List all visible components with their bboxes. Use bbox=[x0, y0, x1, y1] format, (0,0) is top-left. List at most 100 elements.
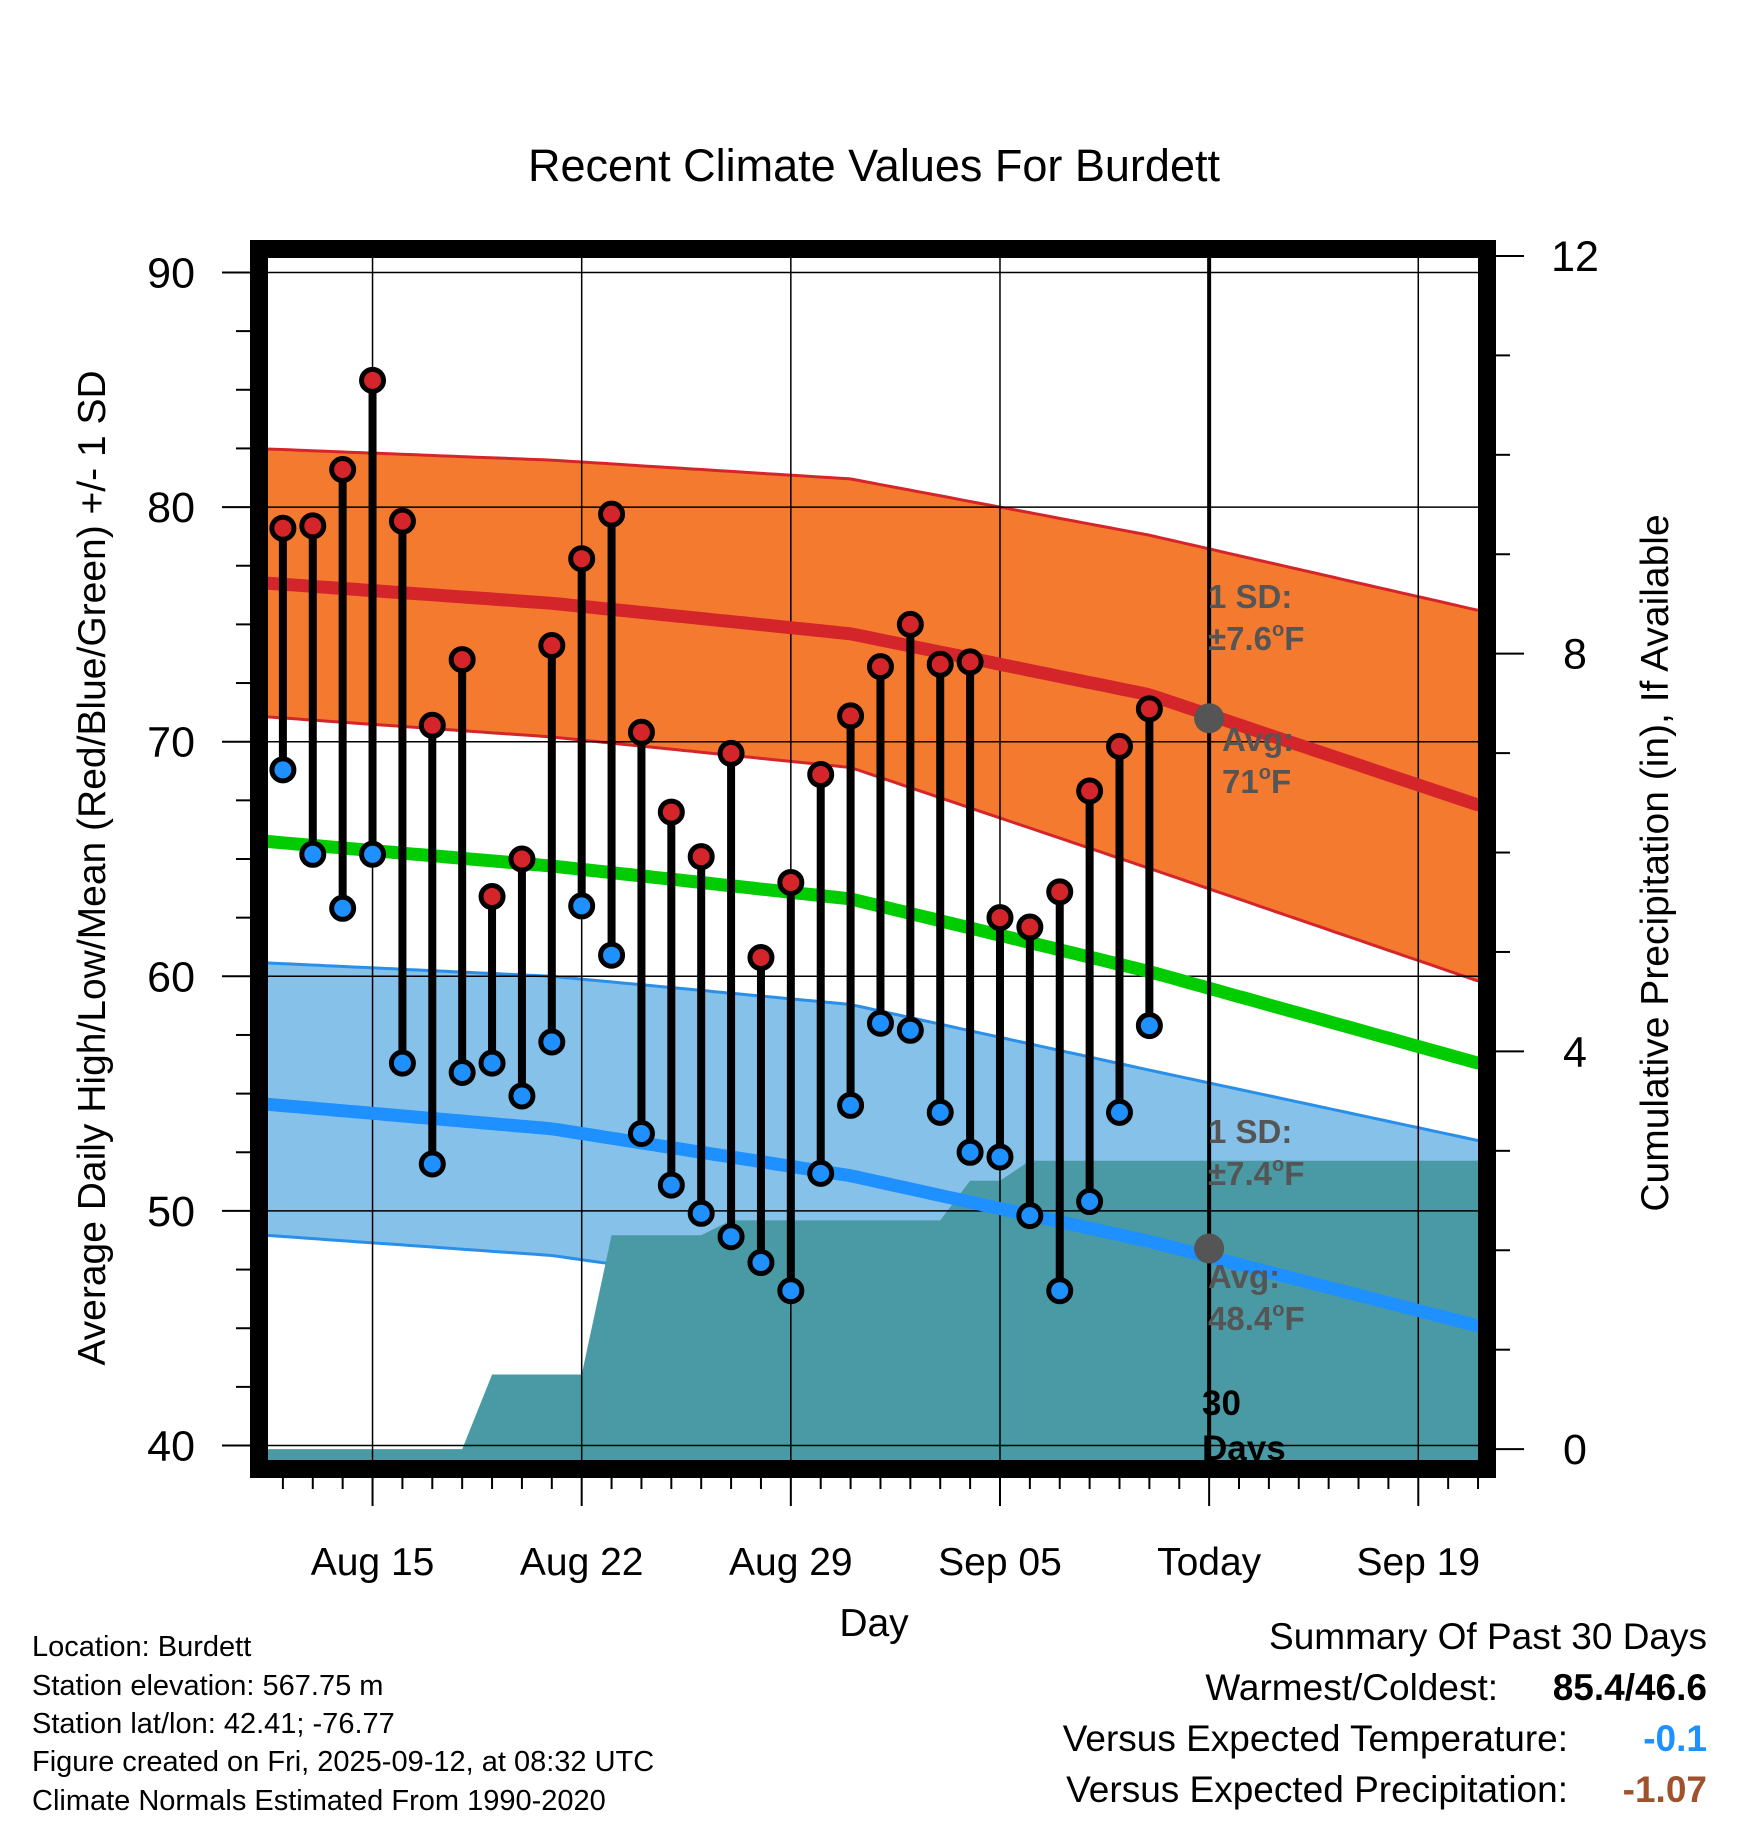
y-tick-label: 50 bbox=[147, 1188, 195, 1236]
meta-elevation: Station elevation: 567.75 m bbox=[32, 1670, 384, 1702]
daily-high-point bbox=[448, 646, 476, 674]
daily-low-point bbox=[896, 1016, 924, 1044]
daily-high-point bbox=[269, 514, 297, 542]
summary-temp-value: -0.1 bbox=[1643, 1718, 1707, 1759]
high-avg-annotation-value: 71oF bbox=[1222, 762, 1291, 800]
daily-high-point bbox=[896, 610, 924, 638]
daily-low-point bbox=[717, 1223, 745, 1251]
high-band-upper-edge bbox=[259, 447, 1485, 612]
daily-high-point bbox=[418, 711, 446, 739]
low-avg-annotation-label: Avg: bbox=[1208, 1258, 1280, 1295]
daily-high-point bbox=[299, 512, 327, 540]
y2-tick-label: 8 bbox=[1563, 631, 1587, 679]
daily-low-point bbox=[807, 1159, 835, 1187]
daily-low-point bbox=[418, 1150, 446, 1178]
daily-high-point bbox=[837, 702, 865, 730]
avg-low-line bbox=[259, 1097, 1485, 1333]
daily-low-point bbox=[359, 840, 387, 868]
low-avg-annotation-value: 48.4oF bbox=[1208, 1299, 1305, 1337]
daily-low-point bbox=[1046, 1277, 1074, 1305]
low-sd-annotation-label: 1 SD: bbox=[1208, 1113, 1292, 1150]
daily-high-point bbox=[687, 843, 715, 871]
daily-low-point bbox=[777, 1277, 805, 1305]
y-tick-label: 70 bbox=[147, 719, 195, 767]
summary-warmest-label: Warmest/Coldest: bbox=[1205, 1667, 1498, 1708]
y-tick-label: 90 bbox=[147, 249, 195, 297]
x-tick-label: Sep 05 bbox=[938, 1541, 1062, 1584]
daily-low-point bbox=[747, 1249, 775, 1277]
summary-precip-value: -1.07 bbox=[1622, 1769, 1707, 1810]
summary-temp-label: Versus Expected Temperature: bbox=[1062, 1718, 1568, 1759]
daily-high-point bbox=[657, 798, 685, 826]
daily-high-point bbox=[627, 718, 655, 746]
window-count-label: 30 bbox=[1202, 1384, 1241, 1423]
low-sd-annotation-degree: o bbox=[1272, 1154, 1284, 1176]
daily-high-point bbox=[717, 739, 745, 767]
meta-location: Location: Burdett bbox=[32, 1631, 252, 1663]
daily-low-point bbox=[448, 1059, 476, 1086]
x-axis-title: Day bbox=[839, 1602, 909, 1645]
daily-high-point bbox=[568, 545, 596, 573]
daily-low-point bbox=[329, 894, 357, 922]
daily-high-point bbox=[986, 904, 1014, 932]
daily-low-point bbox=[627, 1120, 655, 1147]
high-sd-annotation-label: 1 SD: bbox=[1208, 578, 1292, 615]
daily-low-point bbox=[986, 1143, 1014, 1171]
daily-high-point bbox=[1076, 777, 1104, 805]
today-avg-low-marker bbox=[1194, 1233, 1225, 1264]
daily-low-point bbox=[687, 1199, 715, 1227]
daily-high-point bbox=[1046, 878, 1074, 906]
daily-low-point bbox=[1135, 1012, 1163, 1040]
daily-low-point bbox=[657, 1171, 685, 1199]
x-tick-label: Today bbox=[1157, 1541, 1262, 1584]
y2-tick-label: 4 bbox=[1563, 1028, 1587, 1076]
daily-low-point bbox=[598, 941, 626, 969]
y2-tick-label: 0 bbox=[1563, 1426, 1587, 1474]
daily-high-point bbox=[747, 944, 775, 972]
axes: 40 50 60 70 80 90 0 4 8 12 Aug 15 Aug 22 Aug 29 Sep 0… bbox=[71, 233, 1677, 1645]
summary-warmest-value: 85.4/46.6 bbox=[1552, 1667, 1707, 1708]
daily-high-point bbox=[329, 456, 357, 484]
plot-area bbox=[259, 249, 1487, 1469]
daily-high-point bbox=[956, 648, 984, 676]
x-tick-label: Aug 15 bbox=[311, 1541, 435, 1584]
meta-normals: Climate Normals Estimated From 1990-2020 bbox=[32, 1785, 606, 1817]
high-avg-annotation-label: Avg: bbox=[1222, 721, 1294, 758]
high-avg-annotation-degree: o bbox=[1259, 762, 1271, 784]
plot-frame bbox=[250, 240, 1496, 1478]
daily-high-point bbox=[1135, 695, 1163, 723]
y-tick-label: 60 bbox=[147, 953, 195, 1001]
y-axis-title: Average Daily High/Low/Mean (Red/Blue/Gr… bbox=[71, 370, 114, 1365]
daily-low-point bbox=[568, 892, 596, 920]
cumulative-precip-area bbox=[259, 1160, 1487, 1469]
window-unit-label: Days bbox=[1202, 1429, 1286, 1468]
daily-low-point bbox=[1016, 1202, 1044, 1230]
daily-low-point bbox=[866, 1009, 894, 1037]
daily-high-point bbox=[1105, 732, 1133, 760]
x-tick-label: Aug 29 bbox=[729, 1541, 853, 1584]
daily-low-point bbox=[508, 1082, 536, 1110]
low-avg-annotation-degree: o bbox=[1272, 1299, 1284, 1321]
y-tick-label: 80 bbox=[147, 484, 195, 532]
daily-low-point bbox=[388, 1049, 416, 1077]
daily-high-point bbox=[866, 653, 894, 681]
annotations: 1 SD: ±7.6oF Avg: 71oF 1 SD: ±7.4oF Avg: 48.4oF… bbox=[1202, 578, 1305, 1468]
high-sd-annotation-value: ±7.6oF bbox=[1208, 619, 1304, 657]
high-sd-band bbox=[259, 448, 1484, 981]
summary-title: Summary Of Past 30 Days bbox=[1269, 1616, 1707, 1657]
daily-high-point bbox=[777, 868, 805, 896]
summary-precip-label: Versus Expected Precipitation: bbox=[1066, 1769, 1568, 1810]
daily-high-point bbox=[538, 632, 566, 659]
high-sd-annotation-unit: F bbox=[1284, 620, 1304, 657]
meta-created: Figure created on Fri, 2025-09-12, at 08… bbox=[32, 1746, 655, 1778]
daily-high-point bbox=[359, 366, 387, 394]
daily-low-point bbox=[538, 1028, 566, 1056]
x-tick-label: Aug 22 bbox=[520, 1541, 644, 1584]
today-avg-high-marker bbox=[1194, 703, 1225, 734]
high-avg-annotation-unit: F bbox=[1271, 763, 1291, 800]
meta-latlon: Station lat/lon: 42.41; -76.77 bbox=[32, 1708, 395, 1740]
low-sd-annotation-unit: F bbox=[1284, 1155, 1304, 1192]
daily-low-point bbox=[837, 1091, 865, 1119]
daily-low-point bbox=[299, 840, 327, 868]
chart-title: Recent Climate Values For Burdett bbox=[528, 140, 1220, 191]
